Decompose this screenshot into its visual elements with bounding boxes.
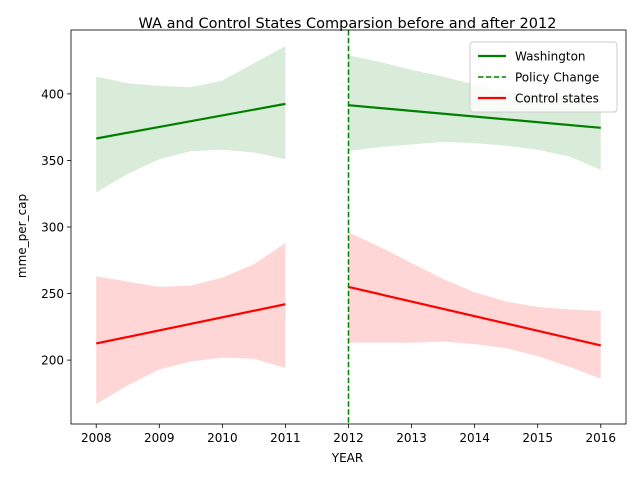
- y-tick-label: 300: [41, 221, 64, 235]
- ci-band-control-2: [348, 232, 601, 379]
- x-axis-ticks: 2008 2009 2010 2011 2012 2013 2014 2015 2016: [81, 424, 616, 445]
- y-tick-label: 250: [41, 287, 64, 301]
- series-line-control-2: [348, 285, 602, 347]
- x-tick-label: 2010: [207, 431, 238, 445]
- x-tick-label: 2009: [144, 431, 175, 445]
- y-tick-label: 400: [41, 87, 64, 101]
- y-axis-label: mme_per_cap: [15, 194, 29, 278]
- legend: Washington Policy Change Control states: [469, 41, 618, 113]
- ci-band-washington-2: [348, 55, 601, 170]
- x-tick-label: 2011: [270, 431, 301, 445]
- x-tick-label: 2016: [585, 431, 616, 445]
- series-line-washington-2: [348, 104, 601, 129]
- y-tick-label: 200: [41, 354, 64, 368]
- series-line-washington-1: [96, 102, 286, 140]
- legend-label: Policy Change: [515, 71, 599, 85]
- x-tick-label: 2014: [459, 431, 490, 445]
- x-tick-label: 2008: [81, 431, 112, 445]
- x-tick-label: 2013: [396, 431, 427, 445]
- ci-band-washington-1: [96, 45, 286, 193]
- legend-label: Washington: [515, 50, 586, 64]
- series-line-control-1: [96, 303, 286, 345]
- y-axis-ticks: 200 250 300 350 400: [41, 87, 71, 368]
- x-tick-label: 2012: [333, 431, 364, 445]
- legend-box: [469, 41, 618, 113]
- x-tick-label: 2015: [522, 431, 553, 445]
- x-axis-label: YEAR: [331, 451, 363, 465]
- series-lines: [96, 102, 602, 347]
- chart-title: WA and Control States Comparsion before …: [139, 16, 557, 32]
- legend-label: Control states: [515, 92, 599, 106]
- y-tick-label: 350: [41, 154, 64, 168]
